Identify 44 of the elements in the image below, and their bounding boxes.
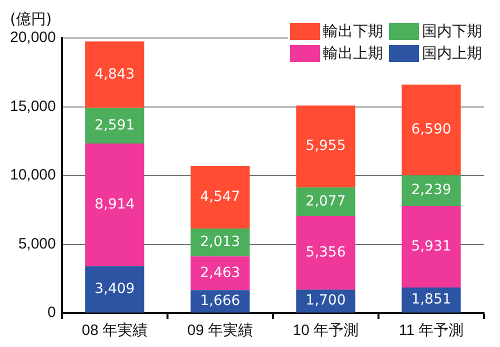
y-tick-label: 10,000 [10,166,56,184]
data-label: 6,590 [411,122,452,138]
y-tick-label: 5,000 [18,235,56,252]
x-tick-label: 10 年予測 [292,322,359,340]
data-label: 5,931 [411,238,452,254]
legend-label: 国内上期 [422,44,482,63]
bar [296,106,356,188]
bar [402,206,461,288]
data-label: 1,700 [306,292,346,309]
x-tick-label: 11 年予測 [398,322,464,340]
data-label: 8,914 [94,196,135,212]
bar [85,266,144,312]
data-label: 5,356 [306,244,346,260]
data-label: 2,591 [94,117,135,134]
y-axis-title: (億円) [10,10,52,29]
x-tick-label: 08 年実績 [82,322,148,340]
bar [296,187,356,216]
data-label: 4,843 [94,66,135,82]
data-label: 1,666 [200,292,240,309]
legend-label: 輸出上期 [323,44,383,63]
data-label: 2,077 [306,193,346,210]
data-label: 3,409 [94,280,135,297]
x-tick-label: 09 年実績 [187,322,254,340]
data-label: 1,851 [411,292,452,308]
legend-label: 国内下期 [422,22,482,41]
data-label: 2,013 [200,234,240,250]
bar [296,290,356,312]
bar [85,41,144,108]
data-label: 5,955 [306,138,346,154]
bar [402,288,461,312]
y-tick-label: 0 [48,304,56,322]
bar [296,216,356,290]
y-tick-label: 15,000 [10,98,56,115]
bar [85,108,144,144]
data-label: 2,239 [411,182,452,198]
bar [402,175,461,206]
bar [85,144,144,266]
data-label: 4,547 [200,188,240,205]
bar [402,84,461,176]
bar [190,256,250,290]
bar [190,166,250,229]
legend-label: 輸出下期 [323,22,383,41]
y-tick-label: 20,000 [10,29,56,46]
data-label: 2,463 [200,264,240,281]
